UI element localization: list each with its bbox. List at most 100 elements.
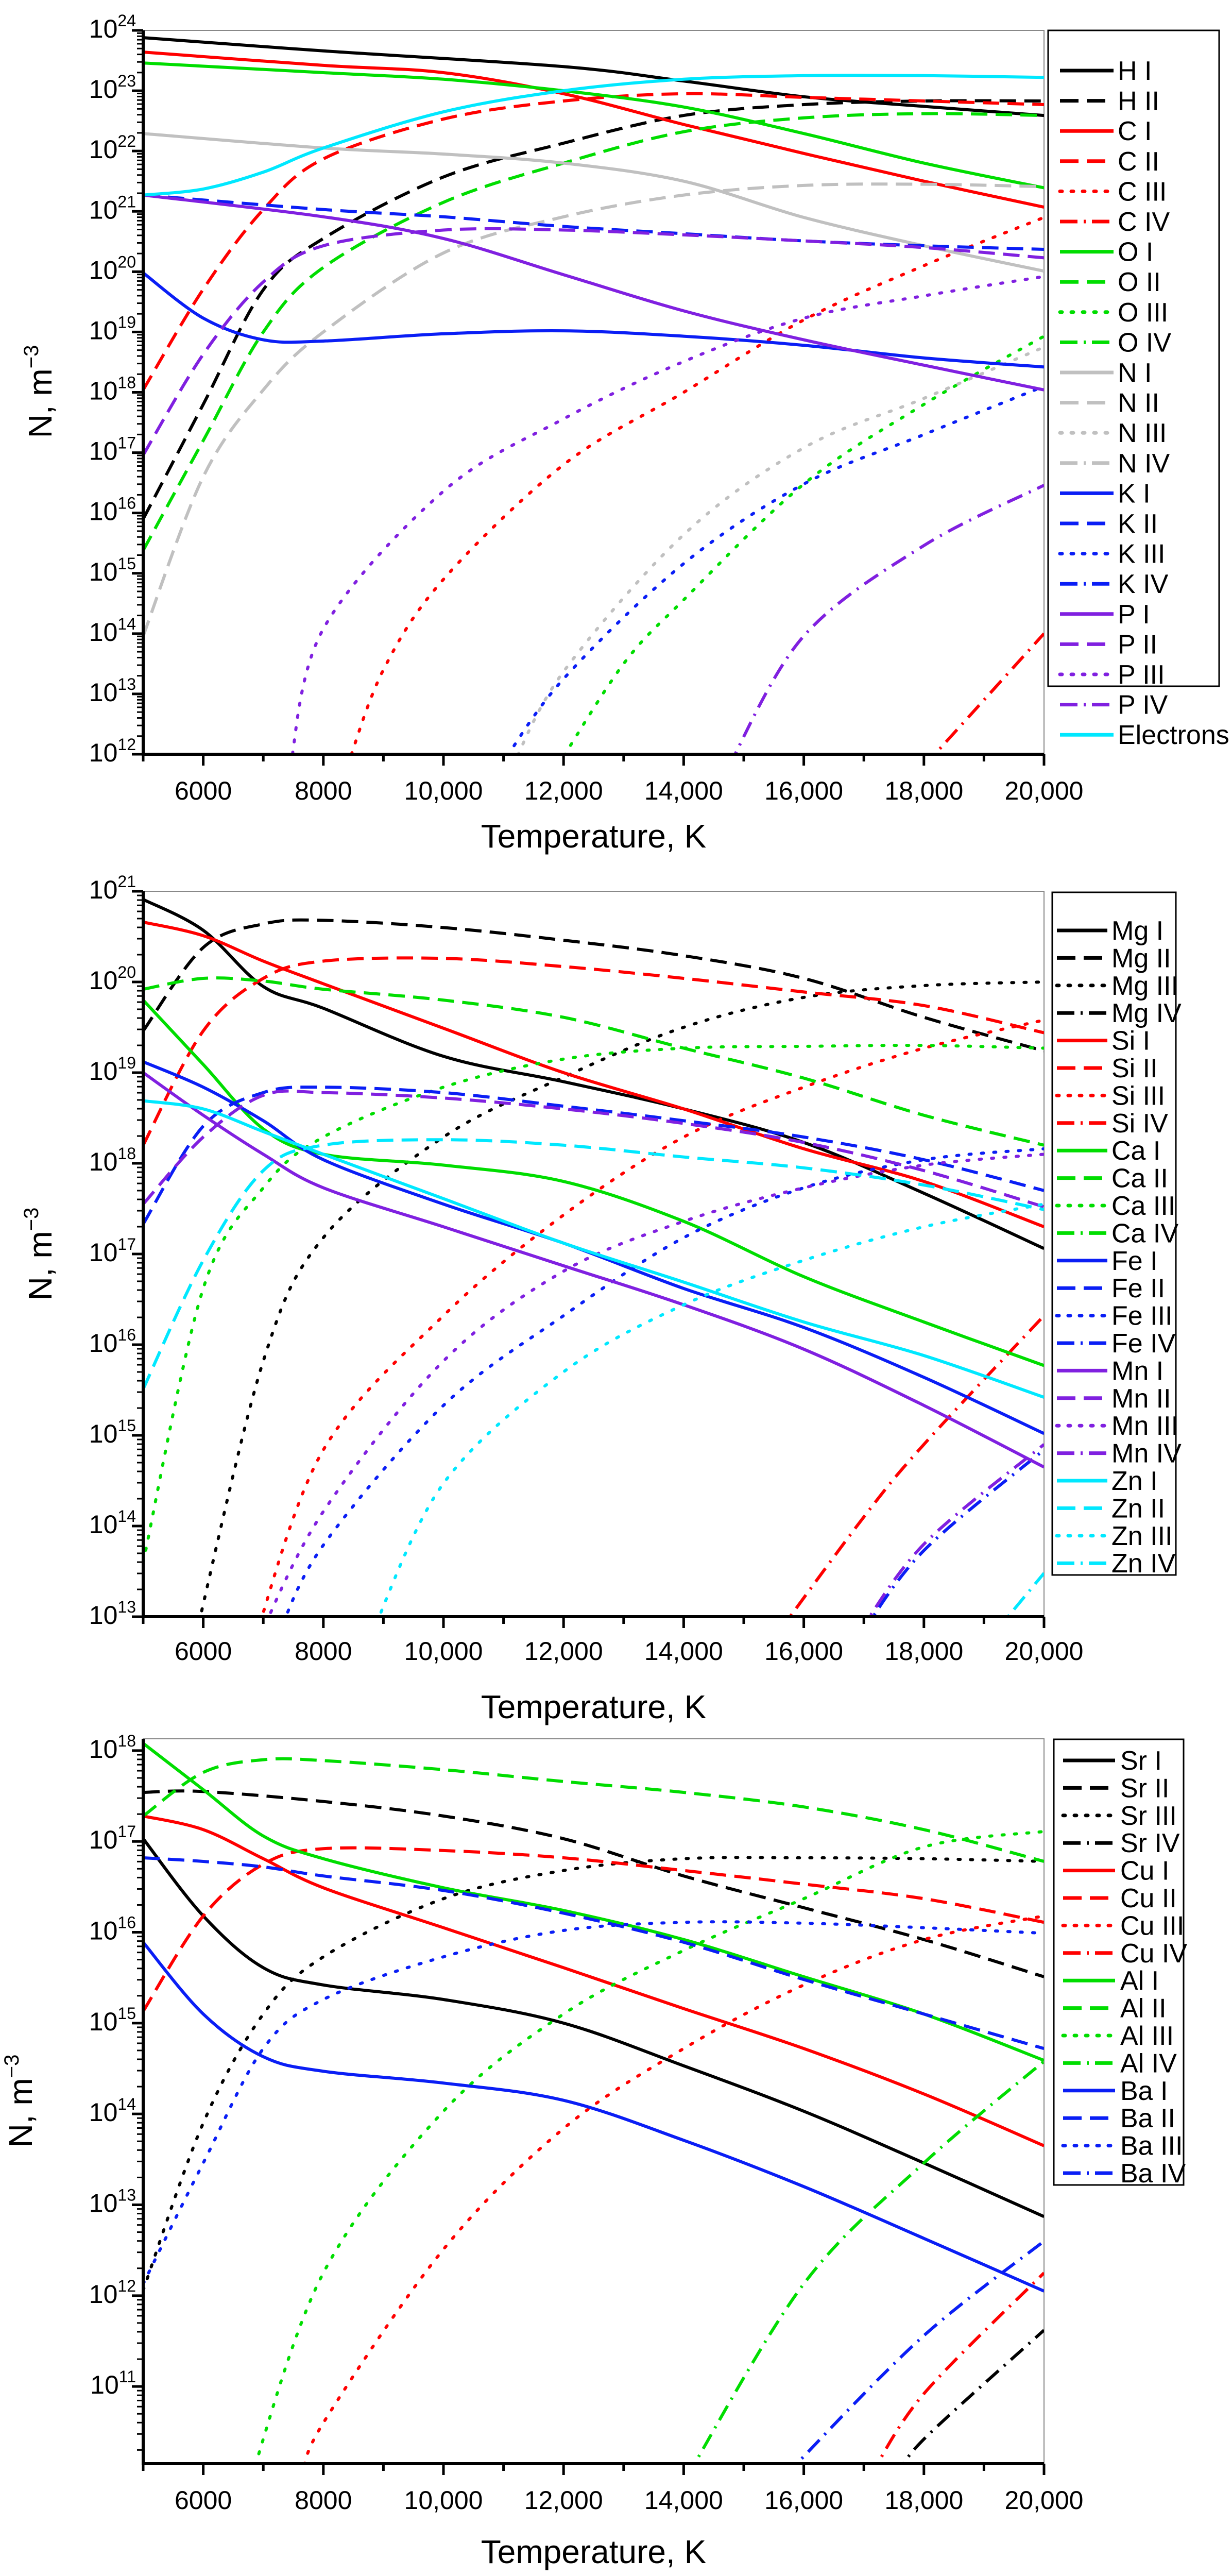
legend-item: Al I [1063, 1966, 1159, 1996]
x-tick-label: 8000 [295, 1637, 352, 1666]
series-group [143, 1742, 1044, 2464]
legend-label: Sr I [1120, 1746, 1162, 1776]
y-tick-exponent: 13 [117, 675, 136, 693]
y-tick-exponent: 19 [117, 1054, 136, 1072]
y-axis-title-exponent: −3 [20, 345, 43, 369]
y-tick-exponent: 15 [117, 1416, 136, 1435]
y-tick-label: 1021 [89, 192, 136, 224]
legend-item: Mn III [1055, 1411, 1178, 1441]
legend-item: Mg I [1057, 916, 1163, 946]
legend-item: P I [1060, 600, 1150, 630]
legend-label: Mg IV [1111, 998, 1182, 1028]
series-line-c-ii [143, 92, 1044, 391]
y-tick-label: 1016 [89, 1913, 136, 1945]
y-tick-exponent: 16 [117, 1913, 136, 1932]
series-line-fe-iv [871, 1448, 1044, 1617]
y-tick-exponent: 17 [117, 1235, 136, 1253]
chart-1: 6000 8000 10,000 12,000 14,000 16,000 18,000 20… [20, 11, 1229, 855]
series-line-zn-iv [1006, 1572, 1044, 1617]
y-tick-label: 1018 [89, 1144, 136, 1176]
x-tick-label: 12,000 [524, 776, 603, 805]
y-tick-label: 1019 [89, 313, 136, 345]
y-tick-base: 10 [89, 437, 118, 466]
legend-label: N II [1118, 388, 1159, 418]
legend-label: Fe III [1111, 1301, 1172, 1331]
legend-item: C II [1060, 147, 1159, 177]
legend-label: Zn IV [1111, 1549, 1176, 1579]
legend-box [1047, 29, 1220, 687]
y-tick-exponent: 16 [117, 494, 136, 513]
y-tick-label: 1015 [89, 554, 136, 586]
legend-label: O II [1118, 267, 1161, 297]
y-tick-exponent: 15 [117, 554, 136, 573]
series-line-h-i [143, 36, 1044, 117]
y-tick-exponent: 12 [117, 735, 136, 754]
y-tick-base: 10 [89, 738, 118, 767]
y-tick-base: 10 [89, 1510, 118, 1539]
series-line-mn-i [143, 1071, 1044, 1469]
chart-2: 6000 8000 10,000 12,000 14,000 16,000 18,000 20… [20, 872, 1182, 1725]
legend-item: N IV [1060, 449, 1170, 479]
y-tick-base: 10 [89, 1825, 118, 1854]
legend-box [1053, 1738, 1185, 2186]
y-tick-label: 1017 [89, 1822, 136, 1854]
y-tick-label: 1020 [89, 252, 136, 284]
legend-label: K I [1118, 479, 1151, 509]
y-tick-label: 1016 [89, 494, 136, 526]
y-tick-base: 10 [89, 2098, 118, 2127]
x-tick-label: 20,000 [1005, 1637, 1084, 1666]
y-tick-exponent: 16 [117, 1326, 136, 1344]
legend-item: P II [1060, 630, 1157, 659]
series-line-mn-iv [868, 1443, 1044, 1617]
y-axis-title: N, m−3 [1, 2055, 39, 2148]
y-tick-label: 1021 [89, 872, 136, 904]
y-tick-exponent: 12 [117, 2277, 136, 2295]
legend-item: Zn I [1057, 1466, 1158, 1496]
series-line-sr-ii [143, 1789, 1044, 1978]
legend-item: Al III [1061, 2021, 1174, 2051]
series-line-c-iii [350, 216, 1044, 754]
series-line-p-i [143, 193, 1044, 392]
series-line-cu-iv [876, 2272, 1044, 2464]
legend-label: Mg I [1111, 916, 1163, 946]
legend-label: Zn I [1111, 1466, 1158, 1496]
y-tick-exponent: 21 [117, 872, 136, 891]
x-tick-label: 8000 [295, 776, 352, 805]
y-tick-base: 10 [89, 497, 118, 526]
series-line-k-i [143, 272, 1044, 369]
x-tick-label: 18,000 [884, 776, 963, 805]
chart-3: 6000 8000 10,000 12,000 14,000 16,000 18,000 20… [1, 1732, 1187, 2570]
y-tick-exponent: 14 [117, 2095, 136, 2113]
series-line-n-ii [143, 182, 1044, 637]
legend-label: K IV [1118, 569, 1169, 599]
legend-item: Mg IV [1057, 998, 1182, 1028]
y-tick-exponent: 11 [119, 2367, 136, 2386]
legend-item: C III [1058, 177, 1167, 207]
y-tick-label: 1013 [89, 1598, 136, 1630]
legend-label: N IV [1118, 449, 1170, 479]
y-tick-exponent: 13 [117, 2186, 136, 2205]
legend-label: Si II [1111, 1054, 1158, 1083]
y-tick-exponent: 20 [117, 963, 136, 981]
x-axis-title: Temperature, K [481, 1688, 707, 1725]
series-line-al-iv [693, 2060, 1044, 2464]
legend-label: N I [1118, 358, 1152, 388]
legend-item: O IV [1060, 328, 1171, 358]
x-tick-label: 20,000 [1005, 776, 1084, 805]
legend-item: Fe IV [1057, 1329, 1176, 1359]
series-line-p-ii [143, 227, 1044, 456]
legend-label: C II [1118, 147, 1159, 177]
legend-label: Cu I [1120, 1856, 1169, 1886]
series-line-k-ii [143, 193, 1044, 251]
legend-label: C III [1118, 177, 1167, 207]
x-tick-label: 20,000 [1005, 2486, 1084, 2515]
legend-item: Mn II [1057, 1384, 1171, 1414]
legend-item: Ba I [1063, 2076, 1168, 2106]
series-line-ca-ii [143, 976, 1044, 1147]
legend-item: Ca II [1057, 1164, 1168, 1194]
legend-item: Ca I [1057, 1136, 1160, 1166]
series-line-fe-ii [143, 1086, 1044, 1225]
legend-label: Ca III [1111, 1191, 1175, 1221]
